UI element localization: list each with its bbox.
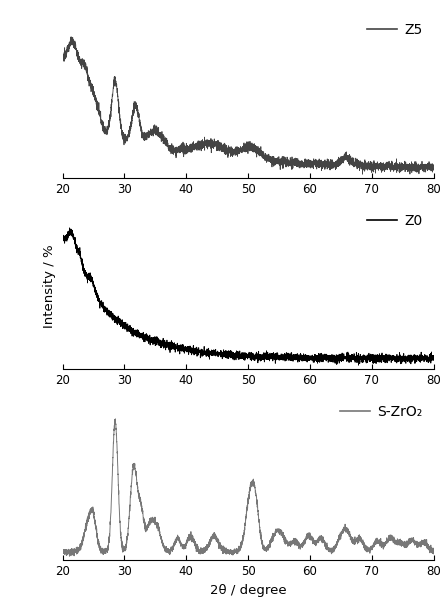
Legend: S-ZrO₂: S-ZrO₂ xyxy=(336,401,426,423)
Legend: Z5: Z5 xyxy=(363,19,426,41)
Y-axis label: Intensity / %: Intensity / % xyxy=(42,244,55,328)
X-axis label: 2θ / degree: 2θ / degree xyxy=(210,583,287,597)
Legend: Z0: Z0 xyxy=(363,210,426,233)
